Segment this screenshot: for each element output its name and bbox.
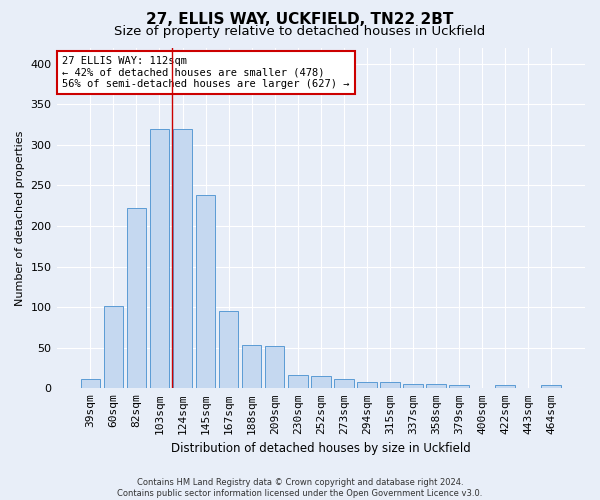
Bar — [80, 378, 100, 388]
Bar — [357, 382, 377, 388]
Bar — [242, 346, 262, 389]
Text: 27, ELLIS WAY, UCKFIELD, TN22 2BT: 27, ELLIS WAY, UCKFIELD, TN22 2BT — [146, 12, 454, 28]
Bar — [541, 385, 561, 388]
Bar — [334, 378, 353, 388]
Bar — [196, 195, 215, 388]
Bar — [496, 385, 515, 388]
X-axis label: Distribution of detached houses by size in Uckfield: Distribution of detached houses by size … — [171, 442, 470, 455]
Text: 27 ELLIS WAY: 112sqm
← 42% of detached houses are smaller (478)
56% of semi-deta: 27 ELLIS WAY: 112sqm ← 42% of detached h… — [62, 56, 349, 89]
Text: Contains HM Land Registry data © Crown copyright and database right 2024.
Contai: Contains HM Land Registry data © Crown c… — [118, 478, 482, 498]
Bar — [426, 384, 446, 388]
Bar — [311, 376, 331, 388]
Bar — [149, 128, 169, 388]
Bar — [219, 311, 238, 388]
Bar — [265, 346, 284, 389]
Bar — [173, 128, 193, 388]
Y-axis label: Number of detached properties: Number of detached properties — [15, 130, 25, 306]
Bar — [449, 385, 469, 388]
Text: Size of property relative to detached houses in Uckfield: Size of property relative to detached ho… — [115, 25, 485, 38]
Bar — [403, 384, 423, 388]
Bar — [380, 382, 400, 388]
Bar — [127, 208, 146, 388]
Bar — [104, 306, 123, 388]
Bar — [288, 374, 308, 388]
